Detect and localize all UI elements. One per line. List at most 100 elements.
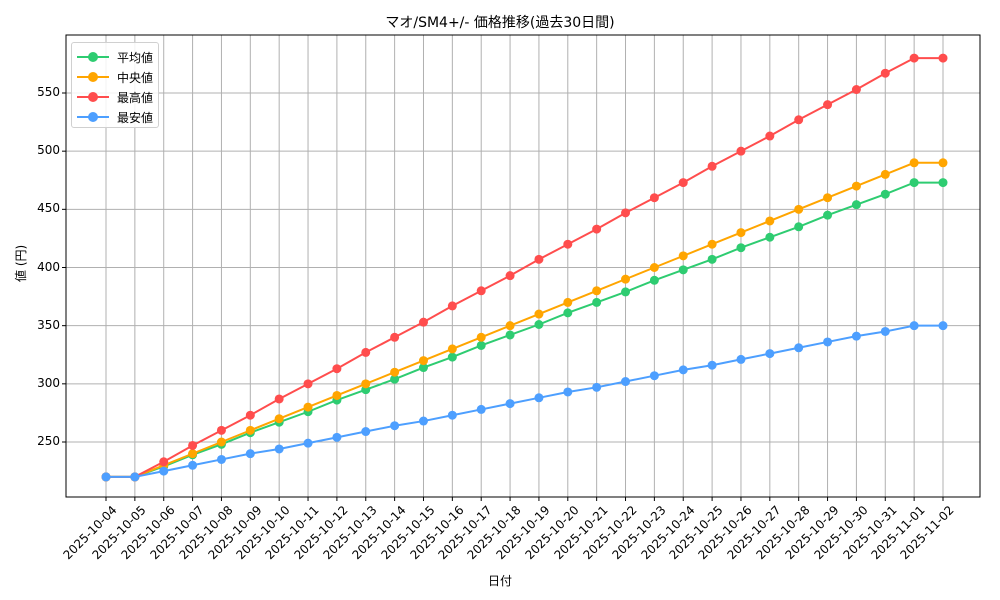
data-point <box>332 390 342 400</box>
y-tick-label: 250 <box>37 434 60 448</box>
legend-label: 最安値 <box>117 110 154 125</box>
grid-lines <box>66 35 980 497</box>
data-point <box>823 100 833 110</box>
data-point <box>361 427 371 437</box>
data-point <box>534 393 544 403</box>
data-point <box>909 158 919 168</box>
data-point <box>621 208 631 218</box>
data-point <box>678 365 688 375</box>
data-point <box>851 85 861 95</box>
data-point <box>707 239 717 249</box>
data-point <box>476 286 486 296</box>
data-point <box>390 367 400 377</box>
y-tick-label: 450 <box>37 201 60 216</box>
data-point <box>101 472 111 482</box>
data-point <box>649 193 659 203</box>
data-point <box>476 404 486 414</box>
axis-ticks <box>62 92 944 501</box>
data-point <box>765 232 775 242</box>
data-point <box>505 271 515 281</box>
data-point <box>332 432 342 442</box>
data-point <box>592 286 602 296</box>
y-tick-label: 550 <box>37 85 60 99</box>
data-point <box>938 53 948 63</box>
y-tick-label: 400 <box>37 259 60 274</box>
data-point <box>534 254 544 264</box>
data-point <box>390 332 400 342</box>
data-point <box>592 297 602 307</box>
data-point <box>563 387 573 397</box>
data-point <box>534 320 544 330</box>
data-point <box>678 265 688 275</box>
data-point <box>736 228 746 238</box>
x-axis-label: 日付 <box>487 574 512 588</box>
data-point <box>678 251 688 261</box>
data-point <box>678 178 688 188</box>
data-point <box>216 425 226 435</box>
legend-item: 最高値 <box>77 88 153 106</box>
data-point <box>909 178 919 188</box>
series-layer <box>101 53 948 482</box>
legend-item: 平均値 <box>77 48 153 66</box>
data-point <box>303 379 313 389</box>
data-point <box>418 356 428 366</box>
legend-item: 中央値 <box>77 68 153 86</box>
legend-marker-icon <box>77 88 109 106</box>
data-point <box>621 287 631 297</box>
data-point <box>794 204 804 214</box>
data-point <box>505 399 515 409</box>
data-point <box>592 382 602 392</box>
plot-frame <box>65 34 981 498</box>
data-point <box>390 374 400 384</box>
y-tick-label: 300 <box>37 375 60 390</box>
data-point <box>447 410 457 420</box>
data-point <box>880 68 890 78</box>
data-point <box>938 178 948 188</box>
legend-marker-icon <box>77 68 109 86</box>
data-point <box>447 301 457 311</box>
data-point <box>794 343 804 353</box>
data-point <box>592 224 602 234</box>
data-point <box>880 169 890 179</box>
data-point <box>823 337 833 347</box>
series-line <box>101 321 948 482</box>
data-point <box>707 161 717 171</box>
data-point <box>447 352 457 362</box>
data-point <box>707 360 717 370</box>
data-point <box>563 308 573 318</box>
data-point <box>447 344 457 354</box>
data-point <box>794 115 804 125</box>
data-point <box>909 53 919 63</box>
data-point <box>649 275 659 285</box>
series-line <box>101 178 948 482</box>
data-point <box>563 239 573 249</box>
data-point <box>390 421 400 431</box>
data-point <box>159 466 169 476</box>
data-point <box>938 158 948 168</box>
data-point <box>274 414 284 424</box>
data-point <box>216 454 226 464</box>
chart-title: マオ/SM4+/- 価格推移(過去30日間) <box>385 15 615 31</box>
data-point <box>938 321 948 331</box>
legend: 平均値中央値最高値最安値 <box>71 42 159 128</box>
legend-label: 中央値 <box>117 70 154 85</box>
data-point <box>909 321 919 331</box>
data-point <box>418 363 428 373</box>
data-point <box>216 437 226 447</box>
data-point <box>418 416 428 426</box>
data-point <box>245 449 255 459</box>
series-line <box>101 158 948 482</box>
data-point <box>880 189 890 199</box>
data-point <box>649 263 659 272</box>
legend-marker-icon <box>77 108 109 126</box>
data-point <box>274 394 284 404</box>
data-point <box>303 402 313 412</box>
data-point <box>505 330 515 340</box>
data-point <box>765 131 775 141</box>
data-point <box>418 317 428 327</box>
data-point <box>621 274 631 284</box>
data-point <box>332 364 342 374</box>
data-point <box>188 440 198 450</box>
y-tick-label: 350 <box>37 317 60 332</box>
data-point <box>621 377 631 387</box>
